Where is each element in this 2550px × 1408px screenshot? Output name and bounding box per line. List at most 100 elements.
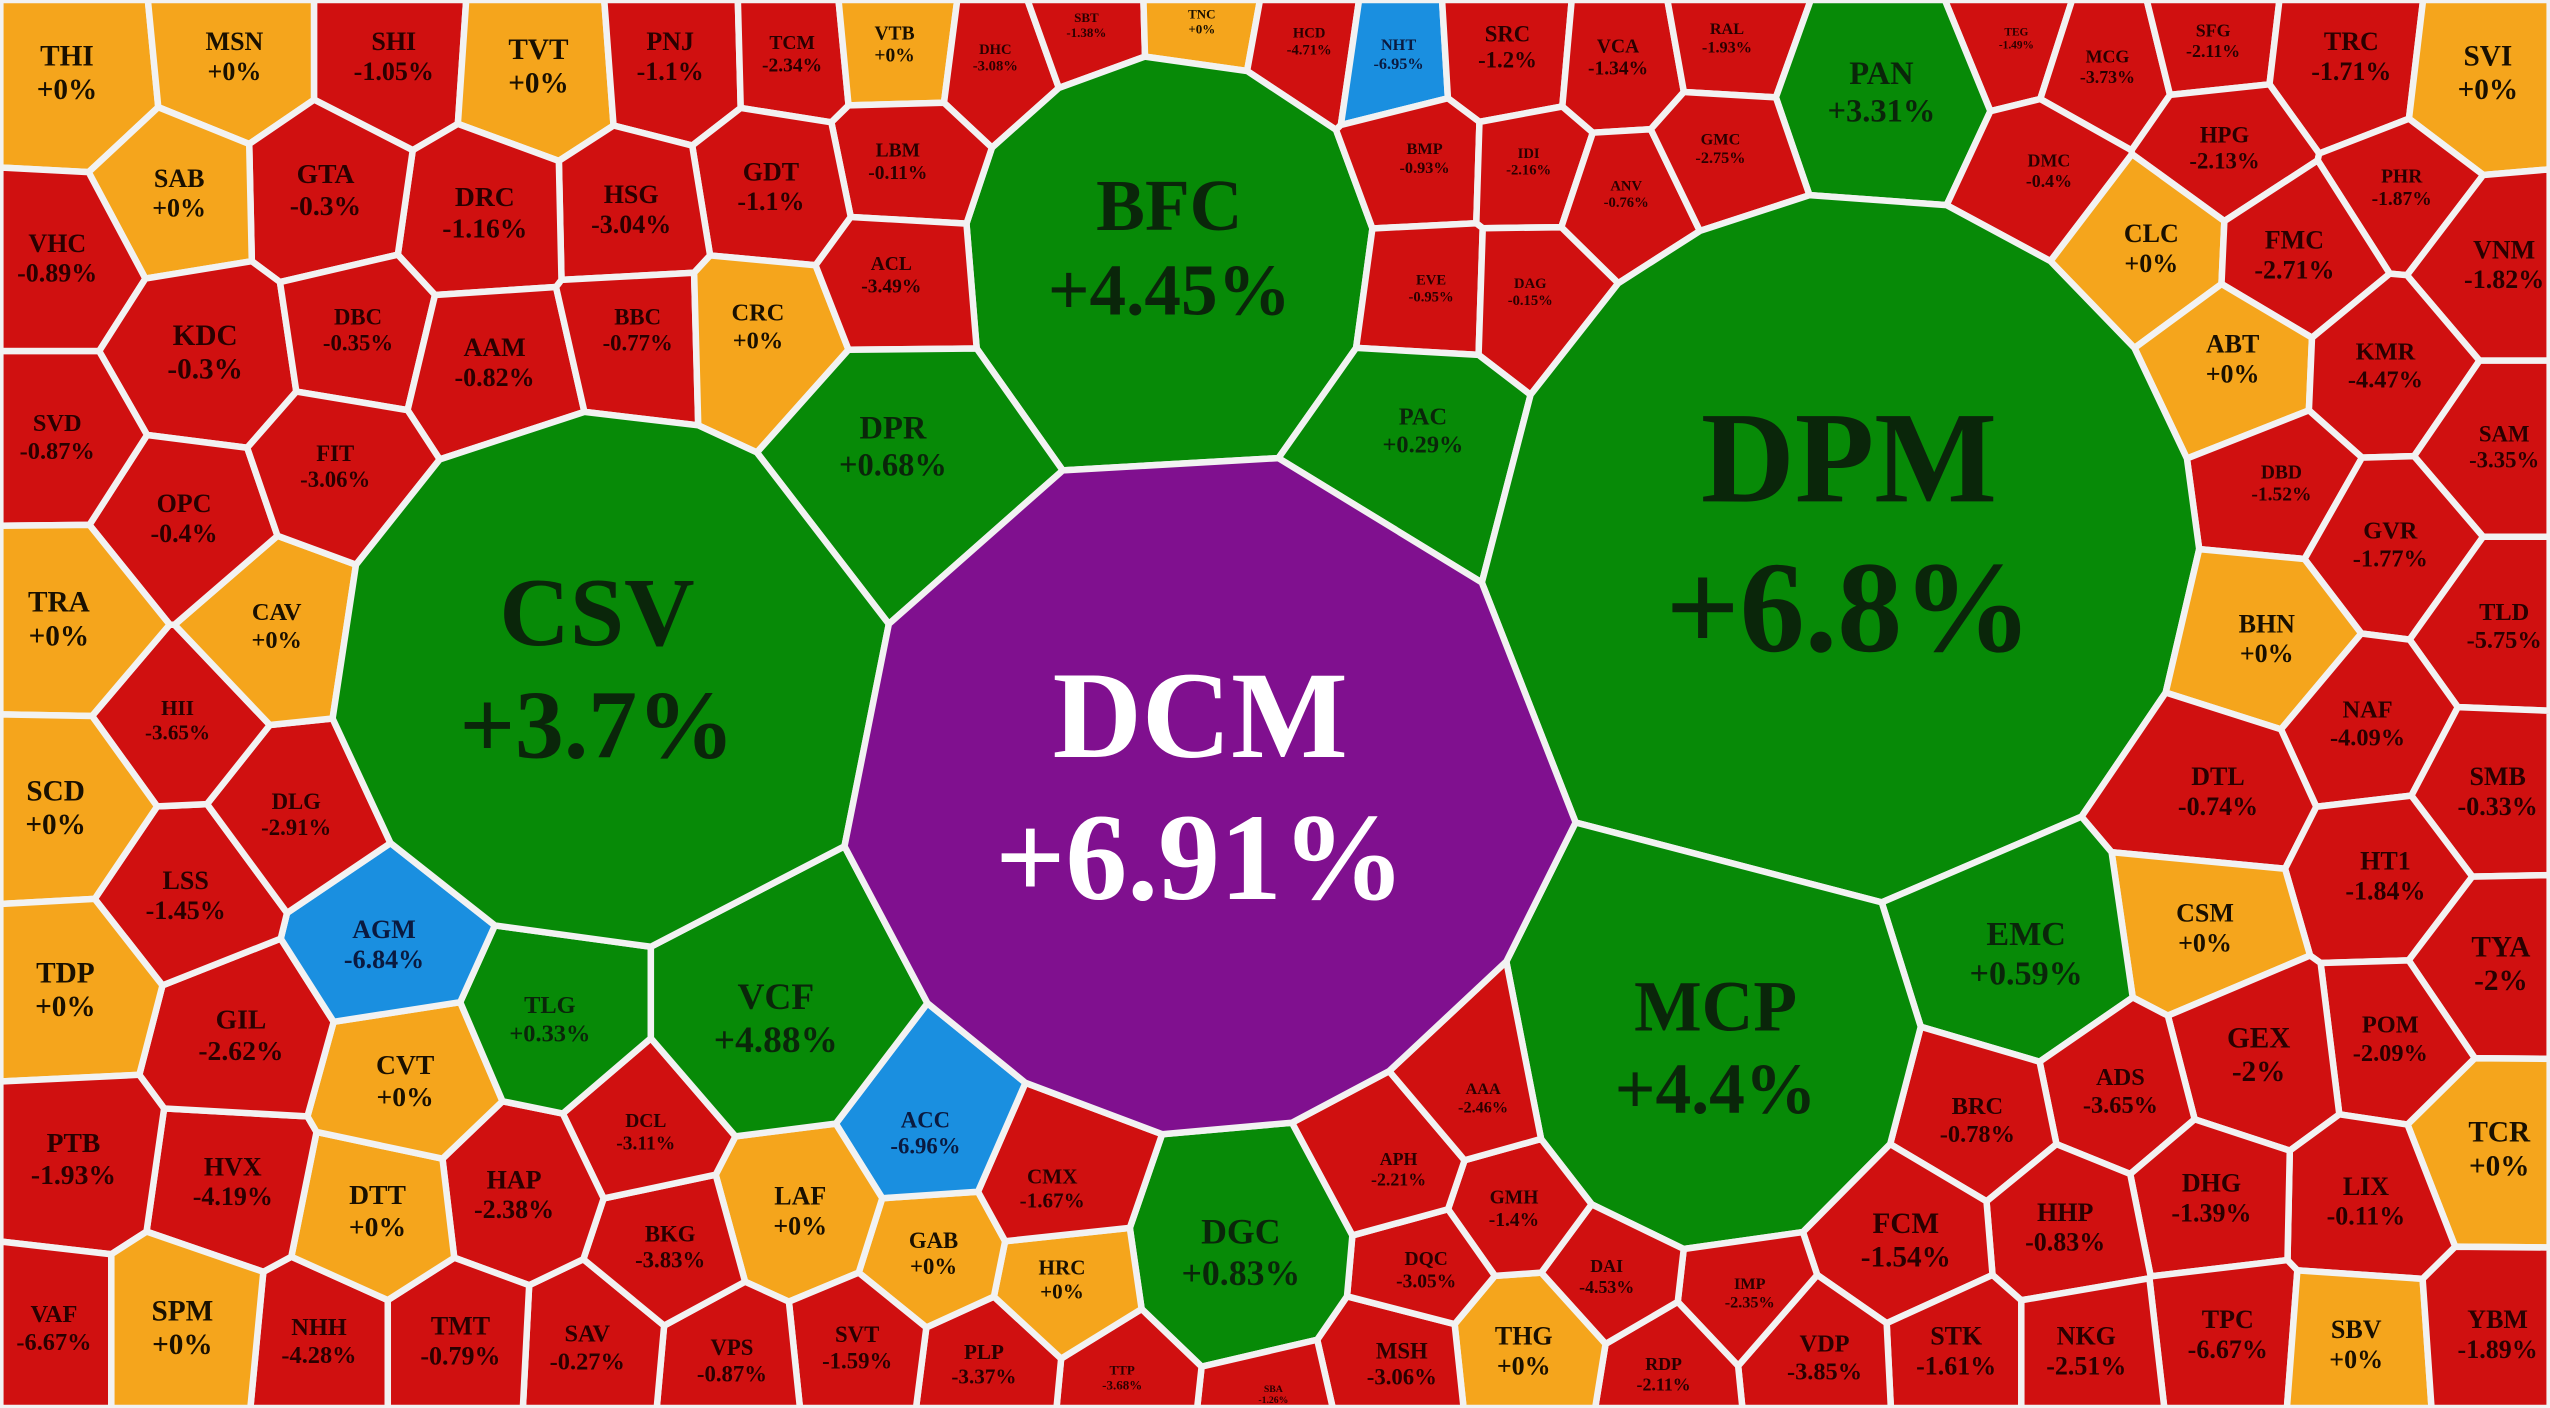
ticker: DMC	[2028, 151, 2071, 171]
ticker: IDI	[1518, 146, 1540, 162]
change: -2%	[2474, 965, 2528, 997]
stock-cell	[841, 454, 1579, 1138]
ticker: TLG	[524, 992, 576, 1019]
change: +0%	[25, 809, 86, 841]
ticker: TCR	[2468, 1117, 2531, 1149]
change: -2.21%	[1371, 1169, 1426, 1189]
ticker: VCA	[1597, 36, 1639, 57]
stock-cell	[1647, 88, 1813, 235]
ticker: THG	[1495, 1321, 1553, 1350]
ticker: HII	[161, 696, 194, 720]
change: -0.78%	[1940, 1121, 2015, 1148]
change: -2.38%	[474, 1195, 554, 1224]
ticker: DTL	[2191, 762, 2244, 791]
change: +0%	[1497, 1351, 1551, 1380]
change: -1.2%	[1478, 48, 1537, 73]
ticker: HSG	[604, 180, 659, 209]
ticker: DAG	[1514, 276, 1546, 292]
change: -0.87%	[20, 438, 95, 465]
change: +0%	[773, 1211, 827, 1240]
ticker: IMP	[1734, 1275, 1766, 1293]
ticker: HCD	[1293, 26, 1325, 42]
ticker: SHI	[371, 27, 416, 56]
change: -0.3%	[290, 190, 361, 221]
ticker: BMP	[1407, 140, 1443, 158]
change: +0%	[2240, 639, 2294, 668]
ticker: VNM	[2473, 235, 2535, 264]
ticker: DAI	[1590, 1256, 1623, 1276]
ticker: ACC	[901, 1108, 950, 1133]
change: -3.06%	[1367, 1365, 1437, 1390]
change: +3.7%	[459, 671, 734, 779]
change: -0.27%	[550, 1349, 625, 1376]
change: -1.39%	[2171, 1198, 2251, 1227]
ticker: AAM	[464, 333, 526, 362]
change: -0.35%	[323, 331, 393, 356]
change: +0%	[251, 627, 301, 654]
change: +0.29%	[1382, 432, 1463, 459]
change: +0.83%	[1182, 1253, 1301, 1293]
change: -0.77%	[603, 331, 673, 356]
ticker: DBC	[334, 304, 382, 329]
change: -2.71%	[2254, 255, 2334, 284]
ticker: EMC	[1986, 916, 2066, 953]
ticker: TLD	[2479, 599, 2529, 626]
change: -0.3%	[167, 354, 243, 386]
change: -6.96%	[890, 1134, 960, 1159]
change: +0%	[2124, 249, 2178, 278]
change: +0%	[1188, 22, 1215, 37]
ticker: KMR	[2356, 339, 2416, 366]
ticker: NHH	[291, 1314, 347, 1341]
ticker: VPS	[710, 1335, 753, 1360]
ticker: LBM	[876, 140, 920, 161]
change: -2.35%	[1725, 1294, 1775, 1312]
change: +0%	[508, 68, 569, 100]
change: -2.11%	[2186, 41, 2240, 61]
change: -0.4%	[150, 519, 217, 548]
ticker: DBD	[2261, 462, 2302, 483]
change: +0%	[910, 1254, 957, 1279]
change: -3.04%	[591, 210, 671, 239]
ticker: DPM	[1701, 386, 1997, 530]
ticker: DRC	[455, 181, 515, 212]
ticker: MCP	[1634, 968, 1797, 1047]
change: -3.05%	[1396, 1272, 1456, 1293]
ticker: TRC	[2324, 27, 2379, 56]
change: -4.71%	[1287, 42, 1332, 58]
change: -1.26%	[1258, 1395, 1288, 1406]
ticker: LSS	[163, 866, 209, 895]
change: +0%	[208, 57, 262, 86]
ticker: SMB	[2469, 762, 2525, 791]
ticker: SPM	[152, 1296, 214, 1328]
change: -0.89%	[17, 259, 97, 288]
change: -0.95%	[1409, 290, 1454, 306]
change: +0%	[377, 1081, 434, 1112]
change: -1.84%	[2345, 877, 2425, 906]
ticker: TNC	[1188, 7, 1215, 22]
change: +0%	[874, 46, 914, 67]
change: +4.4%	[1615, 1050, 1817, 1129]
ticker: NKG	[2057, 1321, 2116, 1350]
change: -0.4%	[2026, 171, 2072, 191]
ticker: RDP	[1645, 1354, 1682, 1374]
change: -0.76%	[1604, 195, 1649, 211]
ticker: GEX	[2227, 1022, 2290, 1054]
change: -0.83%	[2025, 1228, 2105, 1257]
change: -0.15%	[1508, 293, 1553, 309]
ticker: DQC	[1405, 1249, 1448, 1270]
change: +0%	[35, 991, 96, 1023]
ticker: SBT	[1074, 10, 1099, 25]
ticker: PTB	[47, 1127, 101, 1158]
ticker: LIX	[2343, 1172, 2389, 1201]
ticker: GVR	[2363, 517, 2418, 544]
change: -3.85%	[1787, 1358, 1862, 1385]
change: +0%	[2458, 74, 2519, 106]
ticker: YBM	[2467, 1305, 2528, 1334]
change: -0.79%	[420, 1342, 500, 1371]
change: -2.13%	[2189, 148, 2259, 173]
ticker: DTT	[349, 1179, 406, 1210]
change: -6.95%	[1374, 55, 1424, 73]
change: -1.67%	[1020, 1189, 1085, 1213]
change: -1.87%	[2372, 189, 2432, 210]
change: -1.61%	[1916, 1351, 1996, 1380]
